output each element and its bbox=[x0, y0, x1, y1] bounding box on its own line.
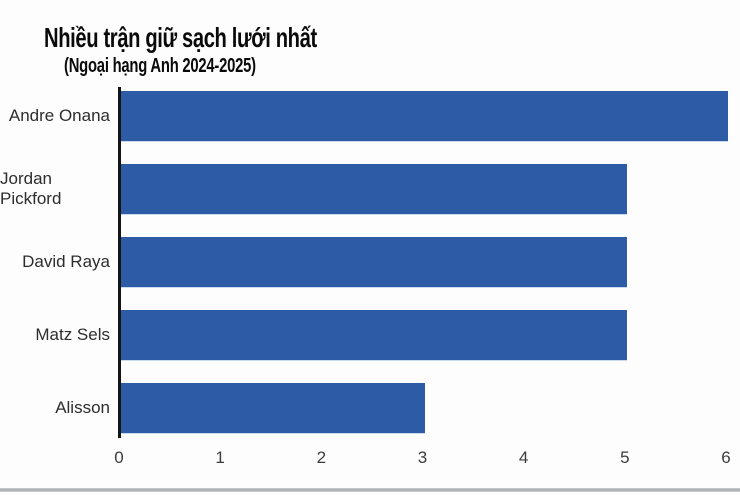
x-tick-label: 4 bbox=[518, 448, 529, 467]
bar bbox=[121, 310, 627, 361]
bar-row: Alisson bbox=[0, 383, 740, 434]
bar-row: Jordan Pickford bbox=[0, 163, 740, 214]
category-label: Alisson bbox=[55, 398, 110, 418]
bar bbox=[121, 90, 728, 141]
category-label: Jordan Pickford bbox=[0, 168, 62, 208]
bar-row: Andre Onana bbox=[0, 90, 740, 141]
x-tick-label: 3 bbox=[417, 448, 428, 467]
bar-row: David Raya bbox=[0, 236, 740, 287]
chart-subtitle: (Ngoại hạng Anh 2024-2025) bbox=[64, 55, 256, 77]
y-axis-spine bbox=[118, 87, 121, 438]
bar bbox=[121, 383, 425, 434]
category-label: Andre Onana bbox=[8, 105, 110, 125]
x-tick-label: 2 bbox=[316, 448, 327, 467]
x-tick-label: 5 bbox=[620, 448, 630, 467]
category-label: David Raya bbox=[22, 251, 110, 271]
bar bbox=[121, 163, 627, 214]
category-label: Matz Sels bbox=[35, 325, 110, 345]
chart-title: Nhiều trận giữ sạch lưới nhất bbox=[44, 22, 317, 53]
bar-row: Matz Sels bbox=[0, 310, 740, 361]
bar bbox=[121, 236, 627, 287]
x-tick-label: 1 bbox=[215, 448, 225, 467]
x-tick-label: 6 bbox=[721, 448, 731, 467]
bottom-divider bbox=[0, 488, 740, 492]
x-tick-label: 0 bbox=[114, 448, 124, 467]
